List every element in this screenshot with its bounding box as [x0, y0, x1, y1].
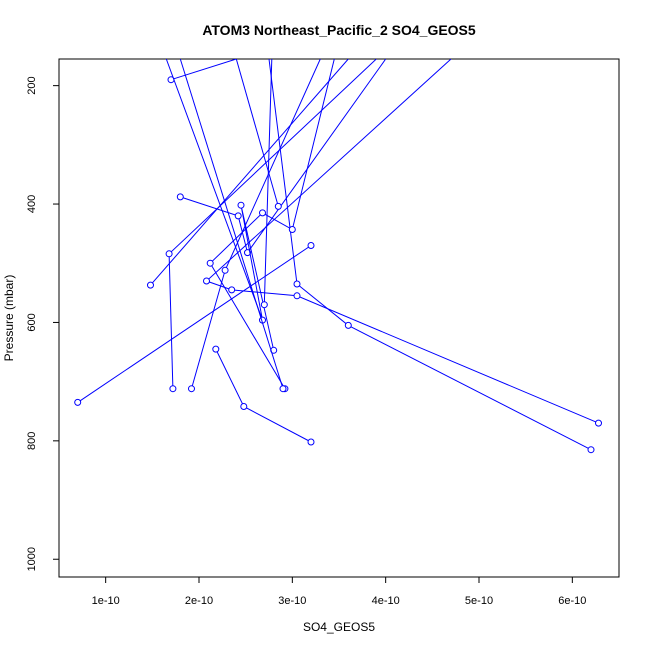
data-point — [203, 277, 210, 285]
y-tick-label: 600 — [26, 313, 38, 331]
data-point — [234, 212, 242, 220]
series-line-11 — [165, 59, 275, 351]
data-point — [293, 280, 301, 288]
data-point — [212, 345, 220, 353]
series-line-1 — [215, 348, 312, 443]
series-line-6 — [170, 59, 237, 81]
data-point — [279, 385, 287, 393]
data-point — [165, 250, 173, 258]
data-point — [74, 398, 82, 406]
series-line-7 — [150, 59, 349, 286]
x-tick-label: 1e-10 — [92, 595, 120, 607]
data-point — [307, 438, 315, 446]
data-point — [595, 419, 602, 427]
data-point — [240, 403, 248, 410]
x-tick-label: 2e-10 — [185, 595, 213, 607]
data-point — [188, 385, 195, 393]
x-tick-label: 5e-10 — [465, 595, 493, 607]
series-line-8 — [168, 59, 377, 389]
series-line-10 — [209, 59, 335, 389]
axis-ticks: 1e-10 2e-10 3e-10 4e-10 5e-10 6e-10 200 400 600 8… — [26, 76, 586, 607]
x-axis-label: SO4_GEOS5 — [303, 620, 375, 634]
series-line-5 — [180, 59, 387, 254]
series-line-14 — [179, 59, 284, 389]
x-tick-label: 3e-10 — [278, 595, 306, 607]
y-tick-label: 800 — [26, 432, 38, 450]
data-point — [307, 242, 315, 249]
data-point — [176, 193, 184, 201]
plot-frame — [58, 58, 620, 578]
data-point — [228, 286, 236, 294]
data-point — [293, 292, 301, 300]
chart-title: ATOM3 Northeast_Pacific_2 SO4_GEOS5 — [202, 22, 476, 38]
data-point — [260, 301, 268, 309]
series-line-4 — [205, 59, 599, 424]
series-line-13 — [263, 59, 273, 305]
x-tick-label: 4e-10 — [372, 595, 400, 607]
series-line-12 — [235, 59, 279, 207]
data-point — [259, 209, 266, 217]
data-point — [244, 249, 251, 257]
data-point — [344, 321, 352, 329]
chart-marks — [74, 59, 602, 454]
series-line-2 — [77, 245, 312, 403]
series-line-3 — [268, 59, 592, 451]
data-point — [221, 266, 229, 274]
data-point — [169, 385, 177, 393]
y-tick-label: 400 — [26, 195, 38, 213]
x-tick-label: 6e-10 — [558, 595, 586, 607]
data-point — [288, 226, 296, 233]
y-tick-label: 1000 — [26, 547, 38, 571]
data-point — [274, 202, 282, 210]
data-point — [587, 446, 595, 454]
data-point — [147, 281, 154, 289]
data-point — [206, 259, 214, 267]
y-tick-label: 200 — [26, 76, 38, 94]
data-point — [237, 201, 245, 209]
y-axis-label: Pressure (mbar) — [2, 275, 16, 362]
